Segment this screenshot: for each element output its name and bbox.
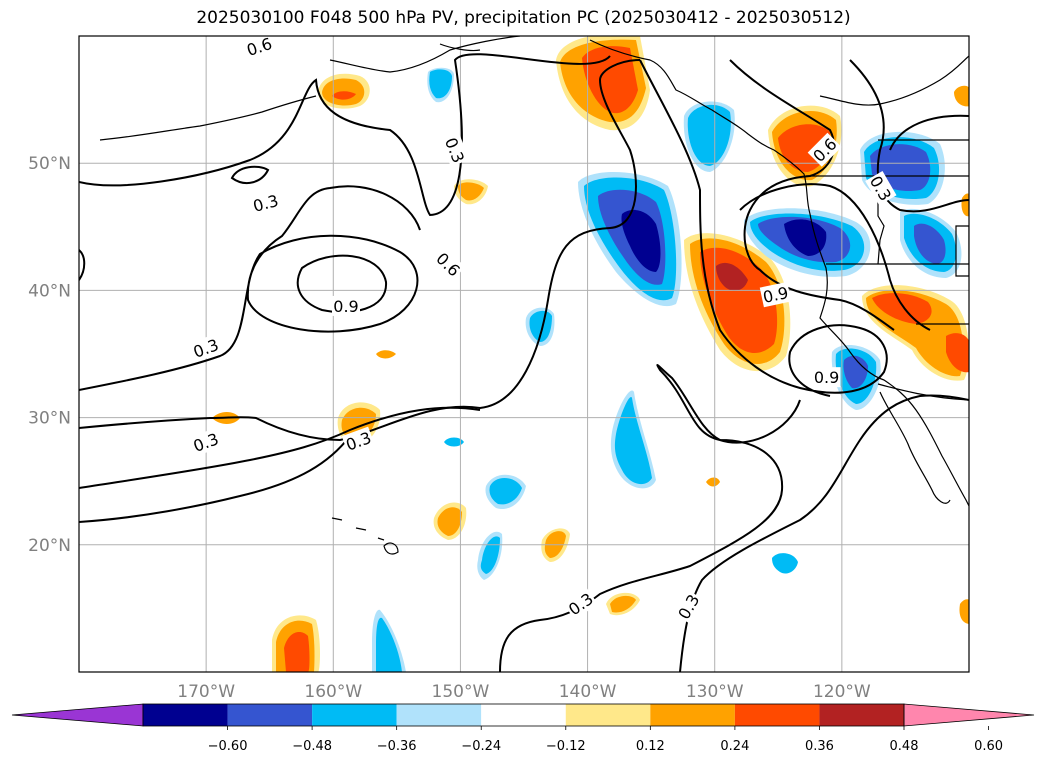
- precip-positive-area: [706, 477, 720, 487]
- precip-negative-area: [477, 531, 503, 580]
- plot-frame: [78, 35, 970, 673]
- pv-contour-line: [79, 249, 86, 281]
- colorbar-extend-max: [903, 703, 1035, 727]
- precip-negative-area: [427, 67, 454, 103]
- colorbar-tick-label: 0.60: [974, 739, 1003, 754]
- colorbar-segment: [565, 704, 651, 726]
- colorbar-tick-label: −0.24: [461, 739, 501, 754]
- contour-label-mask: [249, 189, 282, 217]
- pv-contour-line: [79, 185, 421, 391]
- pv-contour-line: [79, 53, 611, 217]
- pv-contour-label-group: 0.9: [332, 295, 360, 316]
- precip-negative-area: [578, 171, 682, 307]
- precip-negative-area: [772, 553, 798, 574]
- contour-label-mask: [759, 281, 792, 308]
- precip-negative-area: [485, 474, 526, 510]
- colorbar-tick-label: 0.36: [805, 739, 834, 754]
- lon-tick-label: 140°W: [559, 682, 617, 702]
- precip-positive-area: [454, 179, 488, 205]
- colorbar-segment: [819, 704, 904, 726]
- pv-contour-label-group: 0.9: [812, 367, 841, 388]
- lat-tick-label: 50°N: [28, 154, 71, 174]
- contour-label-mask: [672, 589, 705, 624]
- precip-negative-area: [610, 390, 656, 489]
- pv-contours: [79, 53, 969, 672]
- latitude-labels: 50°N 40°N 30°N 20°N: [28, 154, 71, 556]
- longitude-labels: 170°W 160°W 150°W 140°W 130°W 120°W: [177, 682, 871, 702]
- contour-label-mask: [563, 587, 598, 620]
- coastlines: [99, 36, 969, 555]
- colorbar-segment: [227, 704, 313, 726]
- colorbar-segment: [143, 704, 228, 726]
- precip-negative-area: [831, 345, 881, 410]
- pv-contour-line: [889, 114, 969, 151]
- precip-negative-area: [444, 437, 464, 447]
- colorbar-segment: [396, 704, 482, 726]
- precip-negative-area: [900, 208, 962, 278]
- pv-contour-label: 0.9: [814, 368, 839, 387]
- precip-negative-area: [525, 307, 555, 346]
- contour-label-mask: [865, 171, 897, 206]
- pv-contour-label-group: 0.6: [242, 34, 276, 61]
- precip-positive-area: [862, 285, 969, 381]
- pv-contour-line: [739, 183, 931, 331]
- contour-label-mask: [812, 367, 841, 388]
- pv-contour-label-group: 0.9: [759, 281, 792, 308]
- pv-contour-line: [679, 394, 969, 672]
- colorbar-tick-label: −0.60: [208, 739, 248, 754]
- colorbar-segment: [481, 704, 566, 726]
- precip-positive-area: [376, 350, 396, 359]
- contour-label-mask: [189, 333, 223, 363]
- pv-contour-label-group: 0.3: [341, 426, 375, 456]
- contour-label-mask: [189, 427, 223, 457]
- pv-contour-line: [230, 165, 270, 185]
- colorbar-segment: [734, 704, 820, 726]
- lon-tick-label: 170°W: [177, 682, 235, 702]
- contour-label-mask: [242, 36, 276, 61]
- colorbar-outline: [142, 703, 905, 727]
- colorbar-segment: [650, 704, 735, 726]
- colorbar-tick-label: 0.48: [890, 739, 919, 754]
- precip-negative-area: [372, 609, 406, 672]
- map-title: 2025030100 F048 500 hPa PV, precipitatio…: [196, 8, 851, 28]
- pv-contour-line: [729, 59, 895, 331]
- pv-contour-line: [79, 406, 481, 489]
- precip-positive-area: [954, 85, 969, 624]
- colorbar-extend-min: [11, 703, 144, 727]
- lon-tick-label: 150°W: [432, 682, 490, 702]
- colorbar-segment: [312, 704, 397, 726]
- lat-tick-label: 40°N: [28, 281, 71, 301]
- precip-negative-area: [744, 208, 871, 277]
- contour-label-mask: [807, 132, 842, 167]
- colorbar-tick-label: −0.48: [292, 739, 332, 754]
- lat-tick-label: 20°N: [28, 536, 71, 556]
- lon-tick-label: 120°W: [813, 682, 871, 702]
- colorbar-tick-label: 0.12: [636, 739, 665, 754]
- pv-contour-label: 0.9: [761, 283, 790, 307]
- contour-label-mask: [440, 133, 470, 167]
- pv-contour-label: 0.6: [244, 34, 274, 60]
- colorbar-tick-label: −0.36: [377, 739, 417, 754]
- lon-tick-label: 160°W: [304, 682, 362, 702]
- pv-contour-line: [79, 59, 641, 442]
- pv-contour-label: 0.9: [333, 297, 358, 316]
- pv-contour-labels: 0.60.3 0.60.30.30.60.9 0.90.30.90.3 0.30.3 0…: [189, 34, 897, 624]
- precip-positive-area: [433, 502, 467, 540]
- lon-tick-label: 130°W: [686, 682, 744, 702]
- precip-positive-area: [272, 615, 320, 672]
- colorbar: −0.60 −0.48 −0.36 −0.24 −0.12 0.12 0.24 0.36 0.4…: [11, 703, 1035, 754]
- lat-tick-label: 30°N: [28, 409, 71, 429]
- pv-contour-line: [639, 59, 888, 397]
- precip-positive-area: [606, 592, 640, 616]
- contour-label-mask: [431, 247, 466, 282]
- contour-label-mask: [341, 426, 375, 456]
- colorbar-tick-label: −0.12: [546, 739, 586, 754]
- precip-positive-area: [318, 73, 370, 109]
- pv-contour-line: [79, 435, 351, 523]
- contour-label-mask: [332, 295, 360, 316]
- precip-negative-area: [683, 101, 735, 172]
- colorbar-tick-label: 0.24: [720, 739, 749, 754]
- pv-contour-line: [296, 254, 388, 314]
